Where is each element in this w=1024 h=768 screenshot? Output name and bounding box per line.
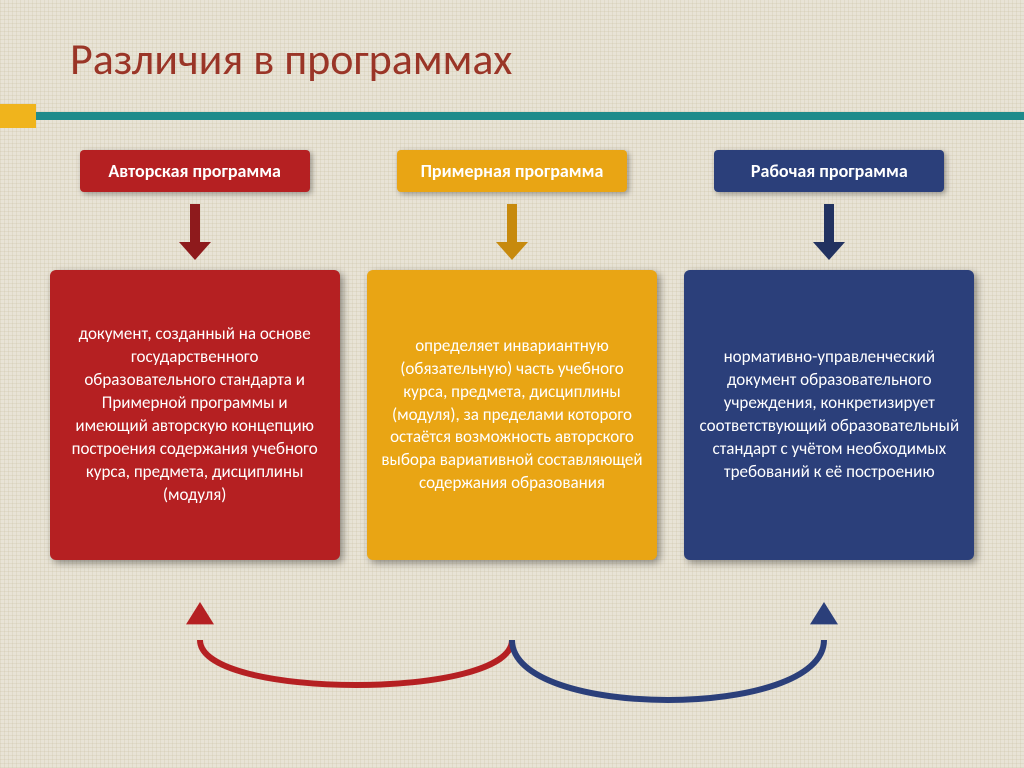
arrow-stem xyxy=(507,204,517,242)
header-sample: Примерная программа xyxy=(397,150,627,192)
accent-stripe-yellow xyxy=(0,104,36,128)
slide-title: Различия в программах xyxy=(70,32,512,86)
column-sample: Примерная программа определяет инвариант… xyxy=(367,150,657,560)
header-author: Авторская программа xyxy=(80,150,310,192)
body-author: документ, созданный на основе государств… xyxy=(50,270,340,560)
arrow-down-icon xyxy=(496,204,528,260)
body-sample: определяет инвариантную (обязательную) ч… xyxy=(367,270,657,560)
body-work: нормативно-управленческий документ образ… xyxy=(684,270,974,560)
arrow-head xyxy=(496,242,528,260)
arrow-stem xyxy=(824,204,834,242)
arrow-down-icon xyxy=(813,204,845,260)
header-work: Рабочая программа xyxy=(714,150,944,192)
arrow-head xyxy=(179,242,211,260)
column-author: Авторская программа документ, созданный … xyxy=(50,150,340,560)
arrow-stem xyxy=(190,204,200,242)
arrow-down-icon xyxy=(179,204,211,260)
column-work: Рабочая программа нормативно-управленчес… xyxy=(684,150,974,560)
columns-container: Авторская программа документ, созданный … xyxy=(0,150,1024,560)
arrow-head xyxy=(813,242,845,260)
accent-stripe-teal xyxy=(36,112,1024,120)
